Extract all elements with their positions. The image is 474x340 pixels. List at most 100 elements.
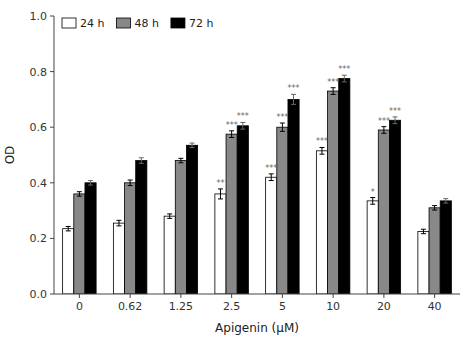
- error-cap: [280, 123, 285, 124]
- error-bar: [240, 122, 245, 129]
- annotation: ***: [378, 117, 390, 126]
- y-tick-label: 0.8: [30, 66, 48, 79]
- error-bar: [291, 94, 296, 104]
- bar: [125, 183, 136, 294]
- error-line: [333, 88, 334, 95]
- error-cap: [240, 129, 245, 130]
- error-cap: [190, 147, 195, 148]
- error-line: [141, 158, 142, 164]
- y-tick: [50, 294, 54, 295]
- error-bar: [443, 199, 448, 203]
- bar: [440, 201, 451, 294]
- error-cap: [319, 154, 324, 155]
- legend-swatch: [62, 18, 76, 28]
- x-tick-label: 2.5: [223, 300, 241, 313]
- error-cap: [128, 185, 133, 186]
- error-line: [130, 180, 131, 186]
- bar: [226, 134, 237, 294]
- error-cap: [291, 104, 296, 105]
- error-bar: [370, 198, 375, 205]
- x-tick: [79, 294, 80, 298]
- legend: 24 h48 h72 h: [62, 17, 213, 30]
- error-cap: [269, 173, 274, 174]
- x-tick-label: 40: [428, 300, 442, 313]
- x-tick: [383, 294, 384, 298]
- legend-swatch: [116, 18, 130, 28]
- error-cap: [88, 180, 93, 181]
- legend-item: 48 h: [116, 17, 158, 30]
- error-line: [321, 147, 322, 154]
- error-line: [344, 75, 345, 82]
- error-line: [220, 189, 221, 199]
- error-cap: [342, 75, 347, 76]
- legend-label: 48 h: [134, 17, 158, 30]
- bar: [328, 91, 339, 294]
- x-tick-label: 10: [326, 300, 340, 313]
- error-cap: [178, 158, 183, 159]
- error-cap: [139, 163, 144, 164]
- y-tick-label: 0.0: [30, 288, 48, 301]
- error-cap: [280, 131, 285, 132]
- y-tick-label: 0.6: [30, 121, 48, 134]
- error-cap: [342, 81, 347, 82]
- error-line: [293, 94, 294, 104]
- error-cap: [443, 203, 448, 204]
- bar: [378, 130, 389, 294]
- error-line: [242, 122, 243, 129]
- error-cap: [370, 197, 375, 198]
- annotation: ***: [276, 113, 288, 122]
- error-cap: [240, 122, 245, 123]
- bar: [237, 126, 248, 294]
- error-cap: [229, 137, 234, 138]
- y-axis: [54, 16, 55, 294]
- x-tick: [130, 294, 131, 298]
- error-cap: [370, 204, 375, 205]
- x-tick: [180, 294, 181, 298]
- error-bar: [178, 158, 183, 162]
- x-tick-label: 20: [377, 300, 391, 313]
- error-cap: [66, 230, 71, 231]
- error-cap: [381, 126, 386, 127]
- error-line: [118, 220, 119, 226]
- error-line: [445, 199, 446, 203]
- error-bar: [269, 174, 274, 181]
- y-tick: [50, 71, 54, 72]
- x-tick-label: 1.25: [169, 300, 194, 313]
- error-bar: [381, 127, 386, 134]
- y-tick: [50, 127, 54, 128]
- error-line: [192, 143, 193, 147]
- chart: 0.00.20.40.60.81.0**********************…: [0, 0, 474, 340]
- error-cap: [77, 191, 82, 192]
- error-bar: [319, 147, 324, 154]
- error-cap: [116, 220, 121, 221]
- error-line: [383, 127, 384, 134]
- bar: [429, 208, 440, 294]
- error-bar: [190, 143, 195, 147]
- error-cap: [167, 213, 172, 214]
- bar: [74, 194, 85, 294]
- bar: [288, 99, 299, 294]
- error-cap: [218, 188, 223, 189]
- error-cap: [77, 196, 82, 197]
- error-bar: [66, 226, 71, 230]
- error-cap: [269, 180, 274, 181]
- error-cap: [443, 198, 448, 199]
- error-line: [90, 181, 91, 185]
- error-cap: [66, 226, 71, 227]
- x-tick: [333, 294, 334, 298]
- error-cap: [167, 218, 172, 219]
- error-line: [372, 198, 373, 205]
- y-tick-label: 0.2: [30, 232, 48, 245]
- error-cap: [393, 116, 398, 117]
- legend-label: 72 h: [189, 17, 213, 30]
- error-bar: [116, 220, 121, 226]
- error-cap: [421, 233, 426, 234]
- annotation: ***: [265, 164, 277, 173]
- y-tick: [50, 182, 54, 183]
- annotation: ***: [327, 78, 339, 87]
- bar: [186, 145, 197, 294]
- bar: [316, 151, 327, 294]
- bar: [367, 201, 378, 294]
- bar: [339, 79, 350, 294]
- error-cap: [291, 94, 296, 95]
